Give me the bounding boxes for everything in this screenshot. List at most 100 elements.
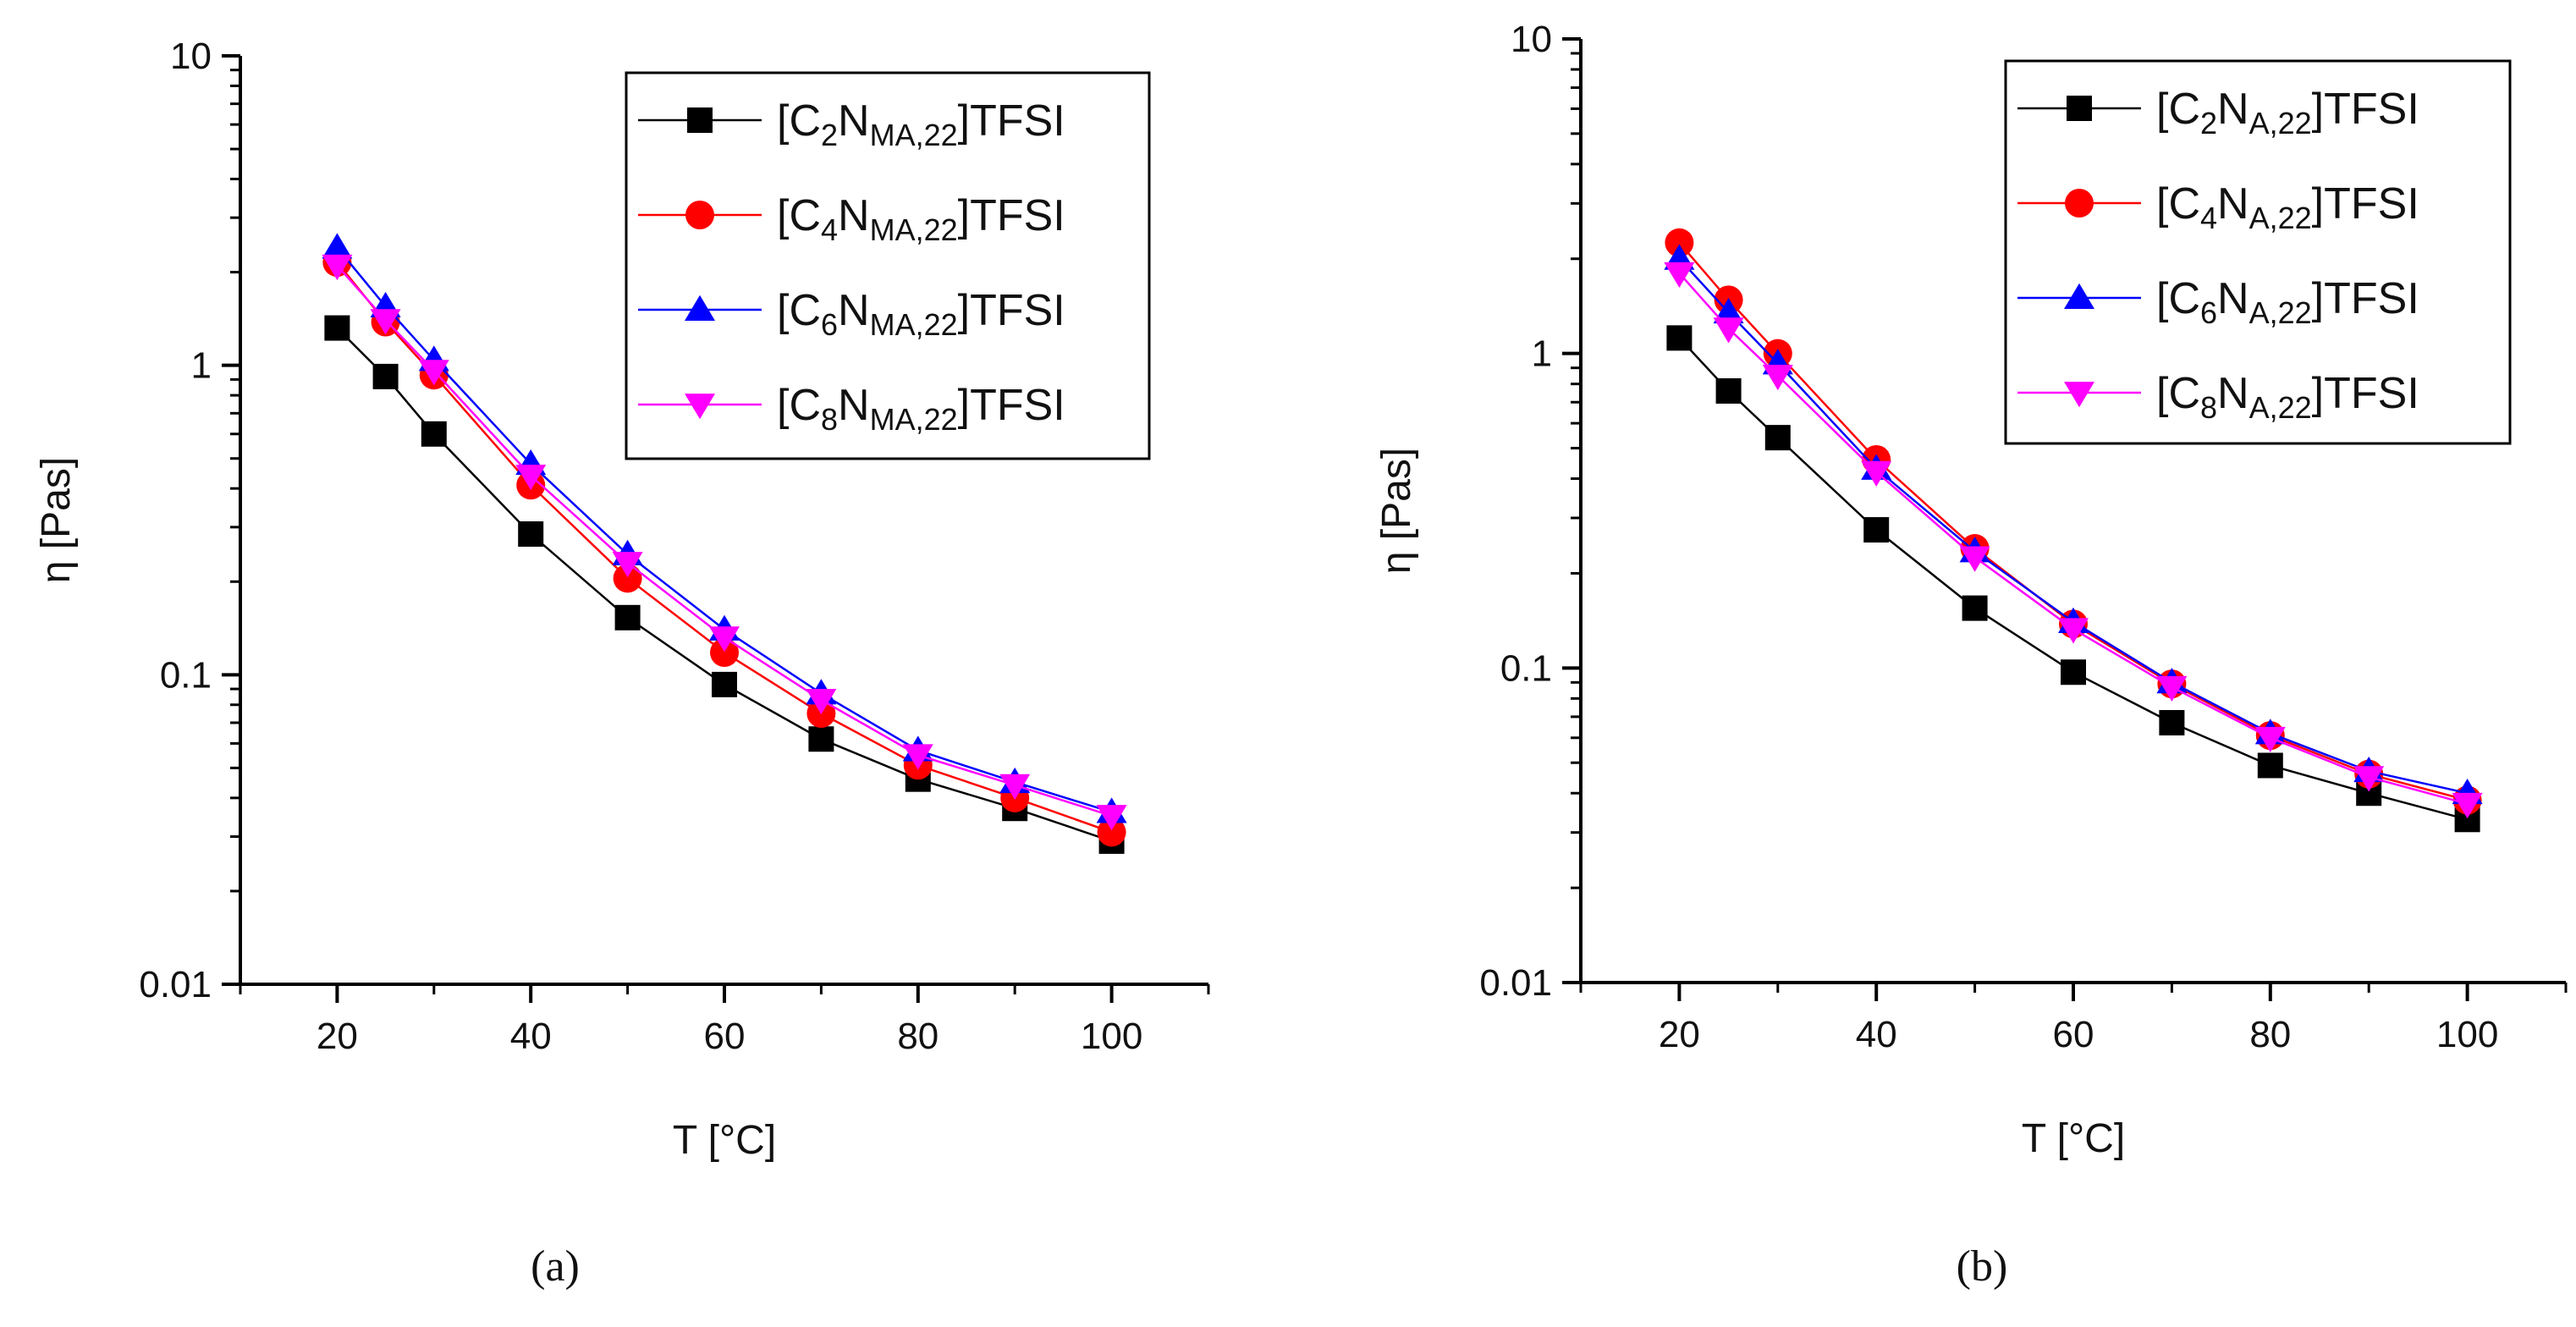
legend-label-subscript: 8 [821,402,838,437]
data-point [1713,297,1744,324]
legend-label: [C6NMA,22]TFSI [777,286,1065,342]
data-point [421,421,447,447]
data-point [808,726,834,752]
legend-marker [2064,382,2094,408]
data-point [1713,317,1744,344]
x-tick-label: 20 [1659,1014,1700,1055]
legend-label-subscript: MA,22 [870,402,958,437]
legend-label-part: [C [777,286,821,335]
legend-label-part: N [2217,179,2249,229]
x-tick-label: 80 [897,1016,938,1057]
data-point [1097,818,1126,847]
legend-label: [C4NMA,22]TFSI [777,191,1065,247]
data-point [1962,595,1988,621]
x-tick-label: 40 [510,1016,552,1057]
data-point [322,233,353,259]
data-point [2058,618,2089,644]
legend-label: [C8NA,22]TFSI [2156,369,2419,425]
legend-label-part: N [2217,274,2249,323]
legend-label-subscript: 6 [821,307,838,342]
y-tick-label: 0.1 [160,654,212,696]
series-line [1678,257,2468,795]
legend-label-part: ]TFSI [2312,274,2419,323]
legend-label-subscript: 2 [821,118,838,152]
x-axis-title: T [°C] [2022,1116,2125,1161]
legend-label-part: [C [2156,179,2200,229]
legend-label-part: [C [2156,85,2200,134]
legend-label: [C6NA,22]TFSI [2156,274,2419,330]
x-tick-label: 100 [1081,1016,1142,1057]
legend-label-part: ]TFSI [958,381,1065,430]
series-line [336,246,1112,813]
x-tick-label: 80 [2249,1014,2291,1055]
data-point [515,465,547,491]
data-point [2452,792,2483,819]
legend-label-part: N [2217,369,2249,418]
series-line [1678,272,2468,806]
x-tick-label: 40 [1856,1014,1897,1055]
data-point [370,309,401,335]
legend-label-part: N [838,96,870,146]
legend-label-part: N [2217,85,2249,134]
legend: [C2NMA,22]TFSI[C4NMA,22]TFSI[C6NMA,22]TF… [625,71,1151,460]
data-point [614,604,641,630]
legend-label-part: ]TFSI [2312,85,2419,134]
series-line [336,327,1113,843]
y-tick-label: 10 [1511,19,1552,60]
legend-label-subscript: 8 [2200,390,2217,425]
legend-label-part: N [838,381,870,430]
data-point [324,315,350,341]
series-line [336,262,1113,834]
legend-label-part: ]TFSI [958,96,1065,146]
legend-label-part: ]TFSI [958,286,1065,335]
x-tick-label: 60 [2053,1014,2094,1055]
panel-caption: (b) [1957,1242,2008,1291]
data-point [999,774,1031,800]
legend-label-subscript: A,22 [2249,106,2312,140]
y-axis-title: η [Pas] [34,457,79,583]
data-point [2159,709,2185,735]
legend-label-subscript: 4 [2200,201,2217,235]
legend-marker [685,394,715,420]
series-4 [1664,262,2483,819]
y-tick-label: 0.01 [139,964,212,1005]
legend-label-subscript: A,22 [2249,295,2312,330]
y-tick-label: 0.1 [1500,647,1552,689]
legend-label-part: ]TFSI [2312,179,2419,229]
data-point [1959,546,1990,572]
data-point [322,254,353,281]
data-point [1861,460,1892,487]
data-point [712,671,737,697]
series-1 [1666,325,2480,833]
data-point [1665,228,1694,257]
legend-marker [2064,283,2094,309]
y-tick-label: 1 [191,345,212,387]
legend-label-part: N [838,286,870,335]
data-point [612,552,643,578]
data-point [709,626,740,652]
legend-label: [C2NA,22]TFSI [2156,85,2419,140]
legend-label-part: [C [777,191,821,240]
y-tick-label: 0.01 [1479,962,1552,1004]
data-point [2061,659,2086,686]
legend-label-subscript: MA,22 [870,212,958,247]
legend-label-part: [C [777,96,821,146]
data-point [806,688,837,715]
data-point [613,564,642,593]
data-point [418,360,449,386]
legend-label-subscript: A,22 [2249,201,2312,235]
x-axis-title: T [°C] [673,1118,776,1163]
x-tick-label: 20 [316,1016,358,1057]
legend-marker [685,295,715,321]
legend-label-subscript: A,22 [2249,390,2312,425]
legend-label-part: [C [777,381,821,430]
legend-label-part: ]TFSI [958,191,1065,240]
legend-label-subscript: MA,22 [870,307,958,342]
panel-caption: (a) [531,1242,580,1291]
data-point [2353,766,2385,792]
legend: [C2NA,22]TFSI[C4NA,22]TFSI[C6NA,22]TFSI[… [2004,59,2512,445]
series-4 [322,254,1127,831]
